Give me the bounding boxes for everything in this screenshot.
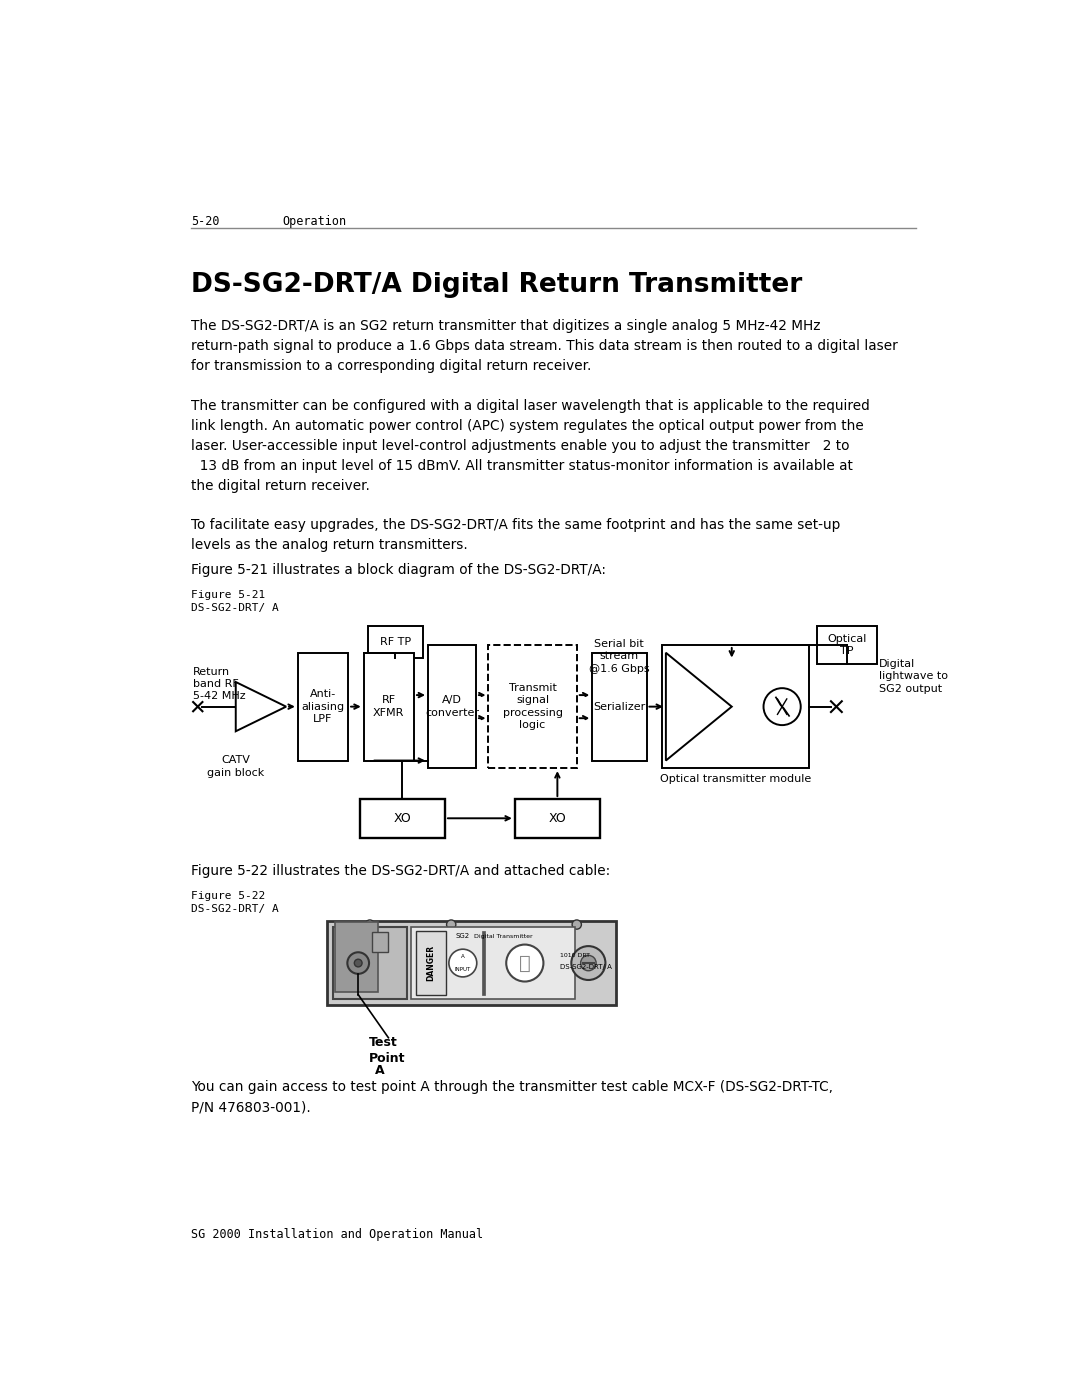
Bar — [816, 626, 877, 665]
Text: Ⓜ: Ⓜ — [519, 954, 530, 972]
Circle shape — [446, 921, 456, 929]
Bar — [592, 652, 647, 760]
Text: Figure 5-22: Figure 5-22 — [191, 891, 265, 901]
Text: DS-SG2-DRT/ A: DS-SG2-DRT/ A — [191, 904, 279, 914]
Bar — [515, 799, 600, 838]
Circle shape — [348, 953, 369, 974]
Text: DS-SG2-DRT/ A: DS-SG2-DRT/ A — [559, 964, 611, 970]
Circle shape — [365, 921, 375, 929]
Circle shape — [764, 689, 800, 725]
Bar — [428, 645, 476, 768]
Bar — [488, 645, 577, 768]
Text: XO: XO — [393, 812, 411, 824]
Circle shape — [581, 956, 596, 971]
Bar — [360, 799, 445, 838]
Text: CATV
gain block: CATV gain block — [207, 756, 265, 778]
Text: The DS-SG2-DRT/A is an SG2 return transmitter that digitizes a single analog 5 M: The DS-SG2-DRT/A is an SG2 return transm… — [191, 319, 897, 373]
Bar — [367, 626, 423, 658]
Text: Return
band RF
5-42 MHz: Return band RF 5-42 MHz — [193, 666, 246, 701]
Bar — [416, 932, 446, 995]
Bar — [662, 645, 809, 768]
Text: SG2: SG2 — [455, 933, 469, 939]
Text: A: A — [375, 1065, 384, 1077]
Bar — [482, 932, 485, 995]
Text: RF
XFMR: RF XFMR — [373, 696, 405, 718]
Text: A/D
converter: A/D converter — [424, 696, 478, 718]
Bar — [298, 652, 348, 760]
Text: XO: XO — [549, 812, 566, 824]
Bar — [327, 921, 616, 1006]
Circle shape — [354, 960, 362, 967]
Circle shape — [571, 946, 606, 979]
Text: Serial bit
stream
@1.6 Gbps: Serial bit stream @1.6 Gbps — [589, 638, 650, 673]
Polygon shape — [235, 682, 286, 731]
Bar — [335, 922, 378, 992]
Text: Figure 5-22 illustrates the DS-SG2-DRT/A and attached cable:: Figure 5-22 illustrates the DS-SG2-DRT/A… — [191, 865, 610, 879]
Circle shape — [449, 949, 476, 977]
Text: Optical
TP: Optical TP — [827, 634, 867, 657]
Text: To facilitate easy upgrades, the DS-SG2-DRT/A fits the same footprint and has th: To facilitate easy upgrades, the DS-SG2-… — [191, 518, 840, 552]
Text: The transmitter can be configured with a digital laser wavelength that is applic: The transmitter can be configured with a… — [191, 398, 869, 493]
Text: Operation: Operation — [282, 215, 347, 228]
Text: Serializer: Serializer — [593, 701, 646, 711]
Text: A: A — [461, 954, 464, 960]
Text: DANGER: DANGER — [427, 944, 435, 981]
Text: Digital Transmitter: Digital Transmitter — [474, 933, 534, 939]
Text: Optical transmitter module: Optical transmitter module — [660, 774, 811, 784]
Text: Test
Point: Test Point — [369, 1037, 406, 1065]
Text: Anti-
aliasing
LPF: Anti- aliasing LPF — [301, 689, 345, 724]
Text: Figure 5-21: Figure 5-21 — [191, 591, 265, 601]
Text: DS-SG2-DRT/ A: DS-SG2-DRT/ A — [191, 602, 279, 613]
Text: 5-20: 5-20 — [191, 215, 219, 228]
Text: 1010 DRT: 1010 DRT — [559, 953, 590, 958]
Text: Figure 5-21 illustrates a block diagram of the DS-SG2-DRT/A:: Figure 5-21 illustrates a block diagram … — [191, 563, 606, 577]
Text: DS-SG2-DRT/A Digital Return Transmitter: DS-SG2-DRT/A Digital Return Transmitter — [191, 271, 802, 298]
Text: You can gain access to test point A through the transmitter test cable MCX-F (DS: You can gain access to test point A thro… — [191, 1080, 833, 1115]
Text: INPUT: INPUT — [455, 967, 471, 972]
Polygon shape — [666, 652, 732, 760]
Bar — [373, 932, 388, 951]
Text: Transmit
signal
processing
logic: Transmit signal processing logic — [502, 683, 563, 731]
Circle shape — [507, 944, 543, 982]
Circle shape — [572, 921, 581, 929]
Text: SG 2000 Installation and Operation Manual: SG 2000 Installation and Operation Manua… — [191, 1228, 483, 1241]
Bar — [364, 652, 414, 760]
Bar — [410, 926, 576, 999]
Bar — [334, 926, 407, 999]
Text: RF TP: RF TP — [380, 637, 411, 647]
Text: Digital
lightwave to
SG2 output: Digital lightwave to SG2 output — [879, 659, 948, 694]
